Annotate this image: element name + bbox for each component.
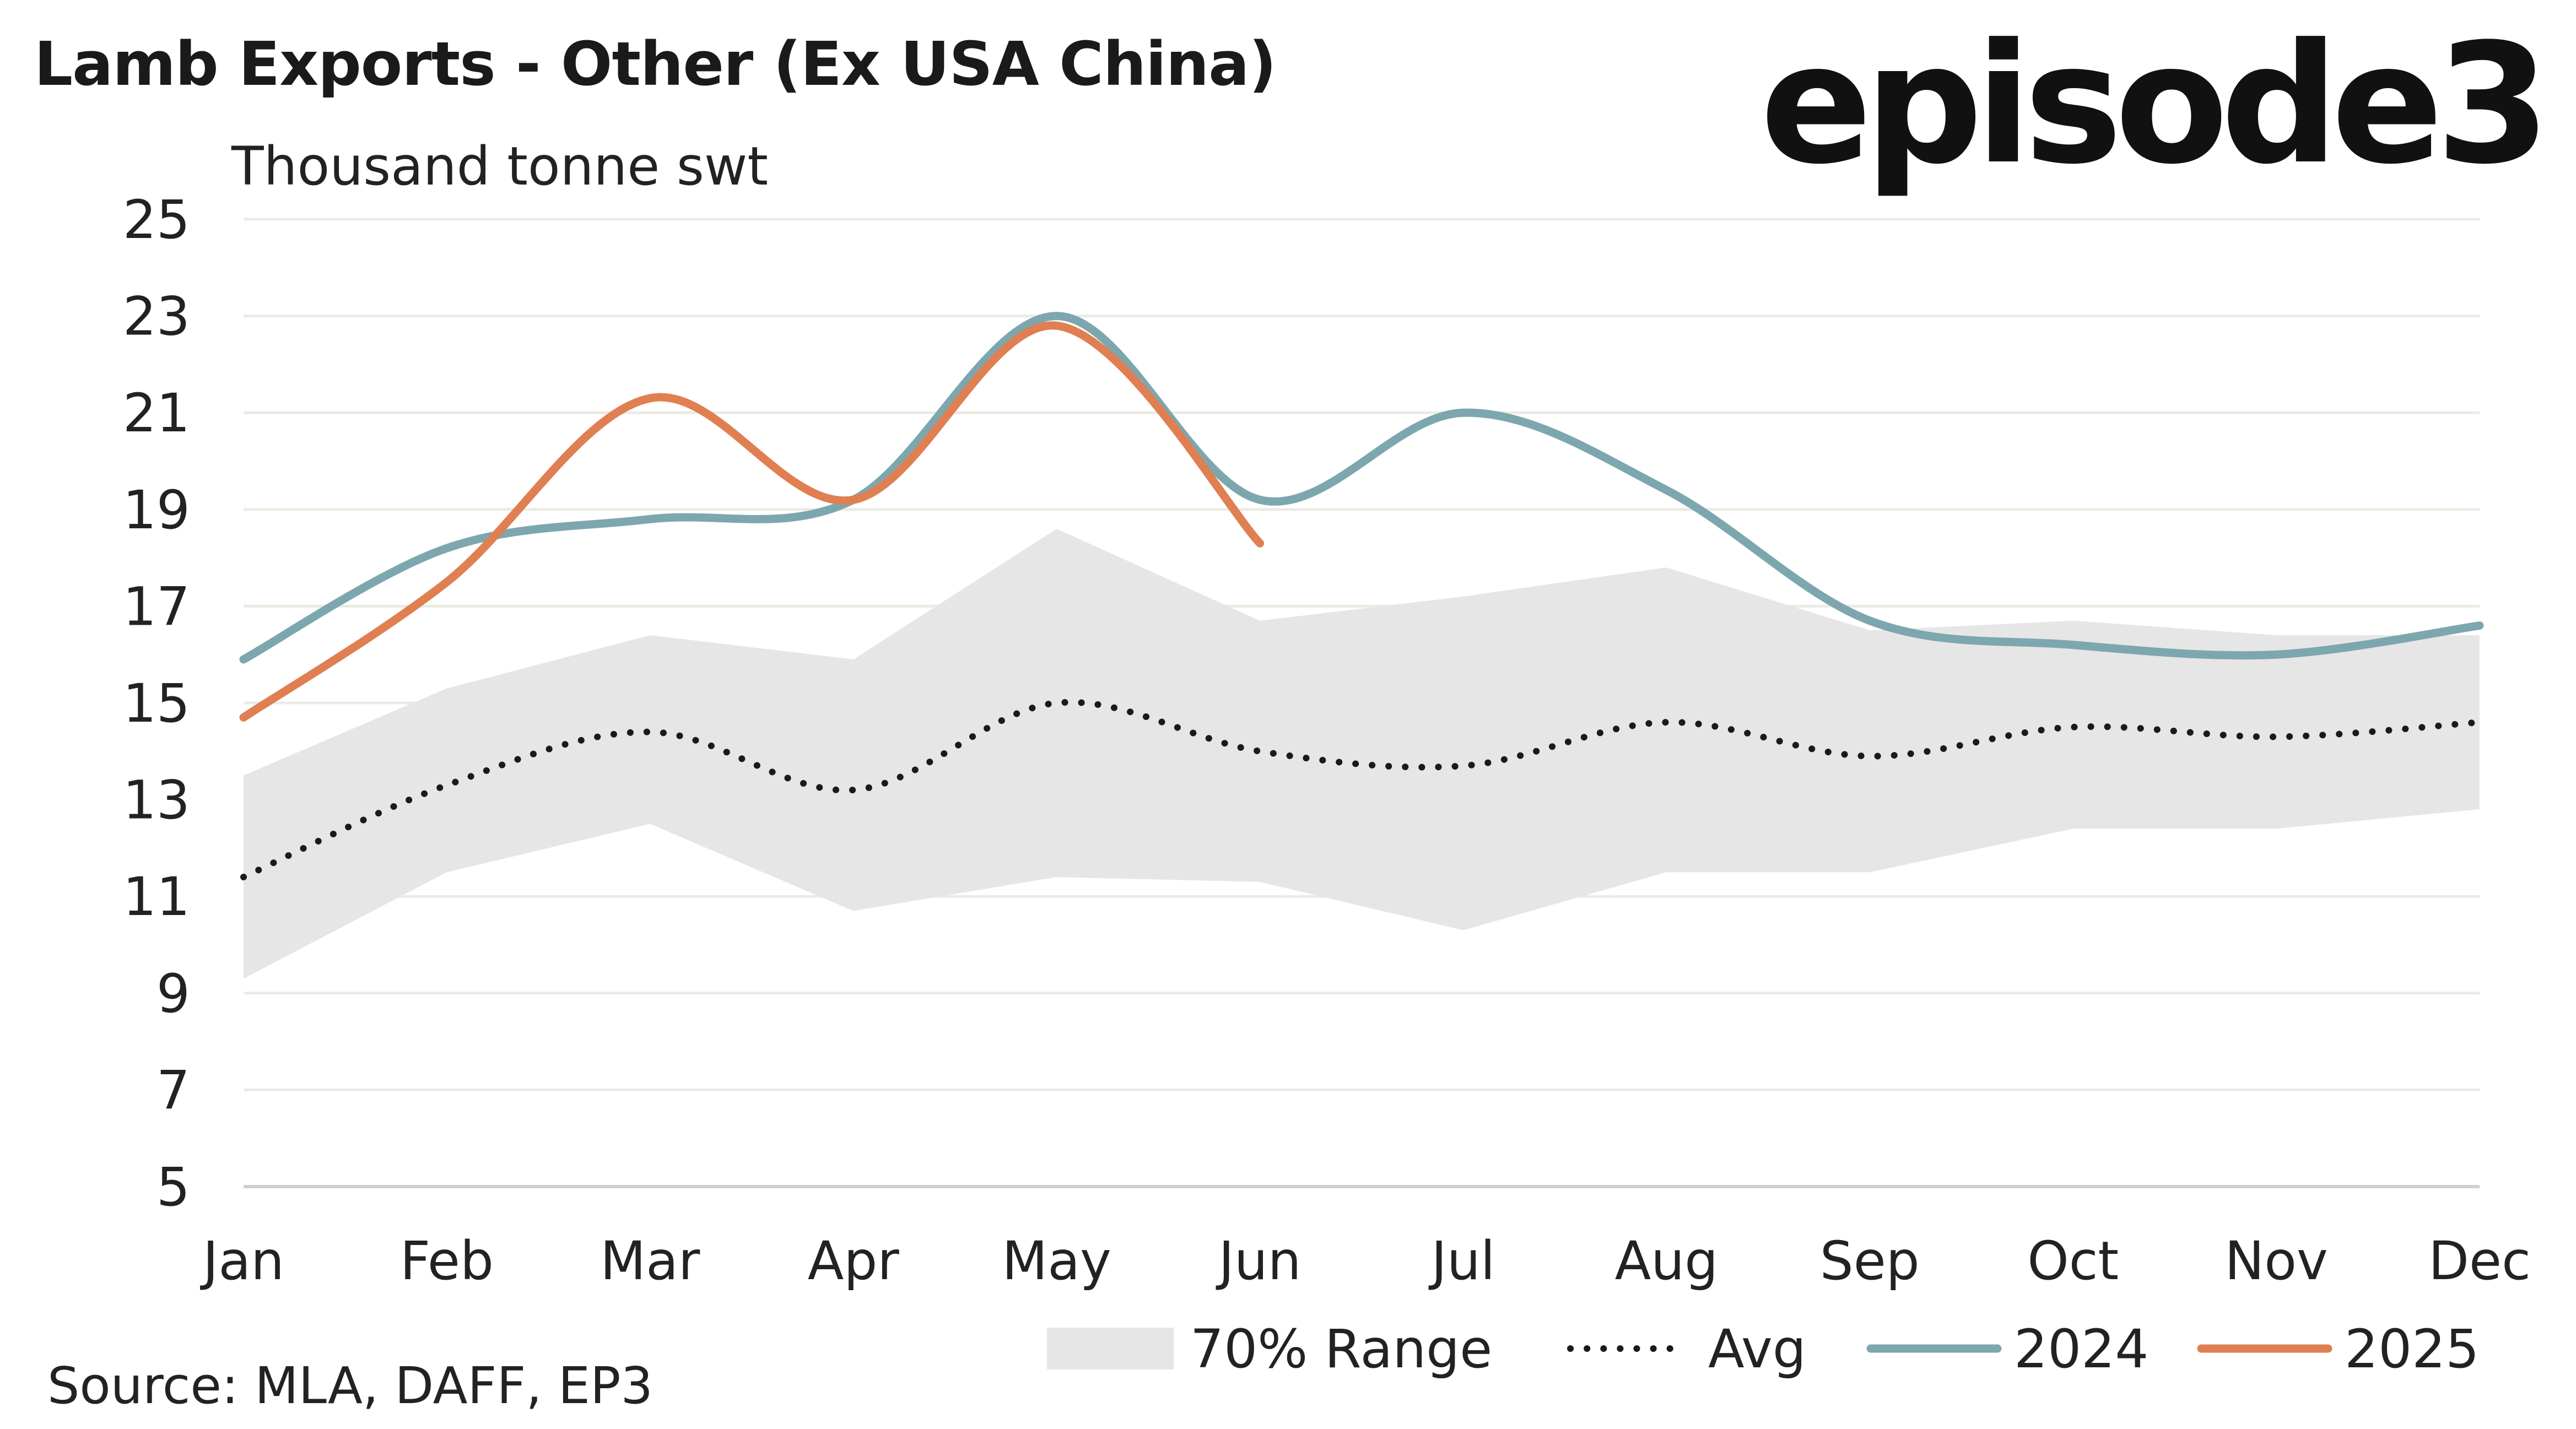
x-tick-label: Mar: [600, 1230, 700, 1292]
y-tick-label: 5: [156, 1156, 190, 1218]
x-tick-label: Feb: [400, 1230, 494, 1292]
axis-layer: 5 7 9 11 13 15 17 19 21 23 25 Jan Feb Mar Apr May Jun Jul…: [123, 189, 2531, 1292]
series-line-2025: [239, 321, 1265, 722]
x-tick-label: May: [1002, 1230, 1111, 1292]
y-tick-label: 17: [123, 576, 190, 637]
x-tick-label: Apr: [808, 1230, 900, 1292]
legend: 70% Range Avg 2024 2025: [1047, 1318, 2479, 1380]
x-tick-label: Jan: [200, 1230, 284, 1292]
legend-label-70-range: 70% Range: [1190, 1318, 1492, 1380]
source-note: Source: MLA, DAFF, EP3: [47, 1356, 654, 1415]
legend-label-2024: 2024: [2014, 1318, 2148, 1380]
brand-logo: episode3: [1760, 8, 2551, 201]
y-tick-label: 11: [123, 866, 190, 928]
y-tick-label: 19: [123, 479, 190, 541]
y-tick-label: 15: [123, 673, 190, 734]
legend-label-avg: Avg: [1708, 1318, 1806, 1380]
y-tick-label: 7: [156, 1059, 190, 1121]
x-tick-label: Oct: [2027, 1230, 2119, 1292]
range-band-area: [244, 528, 2480, 979]
x-tick-label: Aug: [1615, 1230, 1718, 1292]
y-tick-label: 23: [123, 286, 190, 348]
x-tick-label: Jun: [1216, 1230, 1301, 1292]
y-tick-label: 9: [156, 963, 190, 1025]
y-tick-label: 13: [123, 770, 190, 831]
legend-swatch-70-range: [1047, 1328, 1174, 1370]
x-tick-label: Dec: [2428, 1230, 2531, 1292]
series-line-2024: [239, 312, 2484, 664]
y-axis-unit-label: Thousand tonne swt: [231, 136, 768, 197]
series-layer: [239, 312, 2484, 881]
chart-title: Lamb Exports - Other (Ex USA China): [34, 29, 1277, 99]
range-band-layer: [244, 528, 2480, 979]
x-tick-label: Jul: [1429, 1230, 1495, 1292]
legend-label-2025: 2025: [2345, 1318, 2479, 1380]
y-tick-label: 25: [123, 189, 190, 251]
x-tick-label: Nov: [2224, 1230, 2327, 1292]
y-tick-label: 21: [123, 382, 190, 444]
x-tick-label: Sep: [1820, 1230, 1920, 1292]
